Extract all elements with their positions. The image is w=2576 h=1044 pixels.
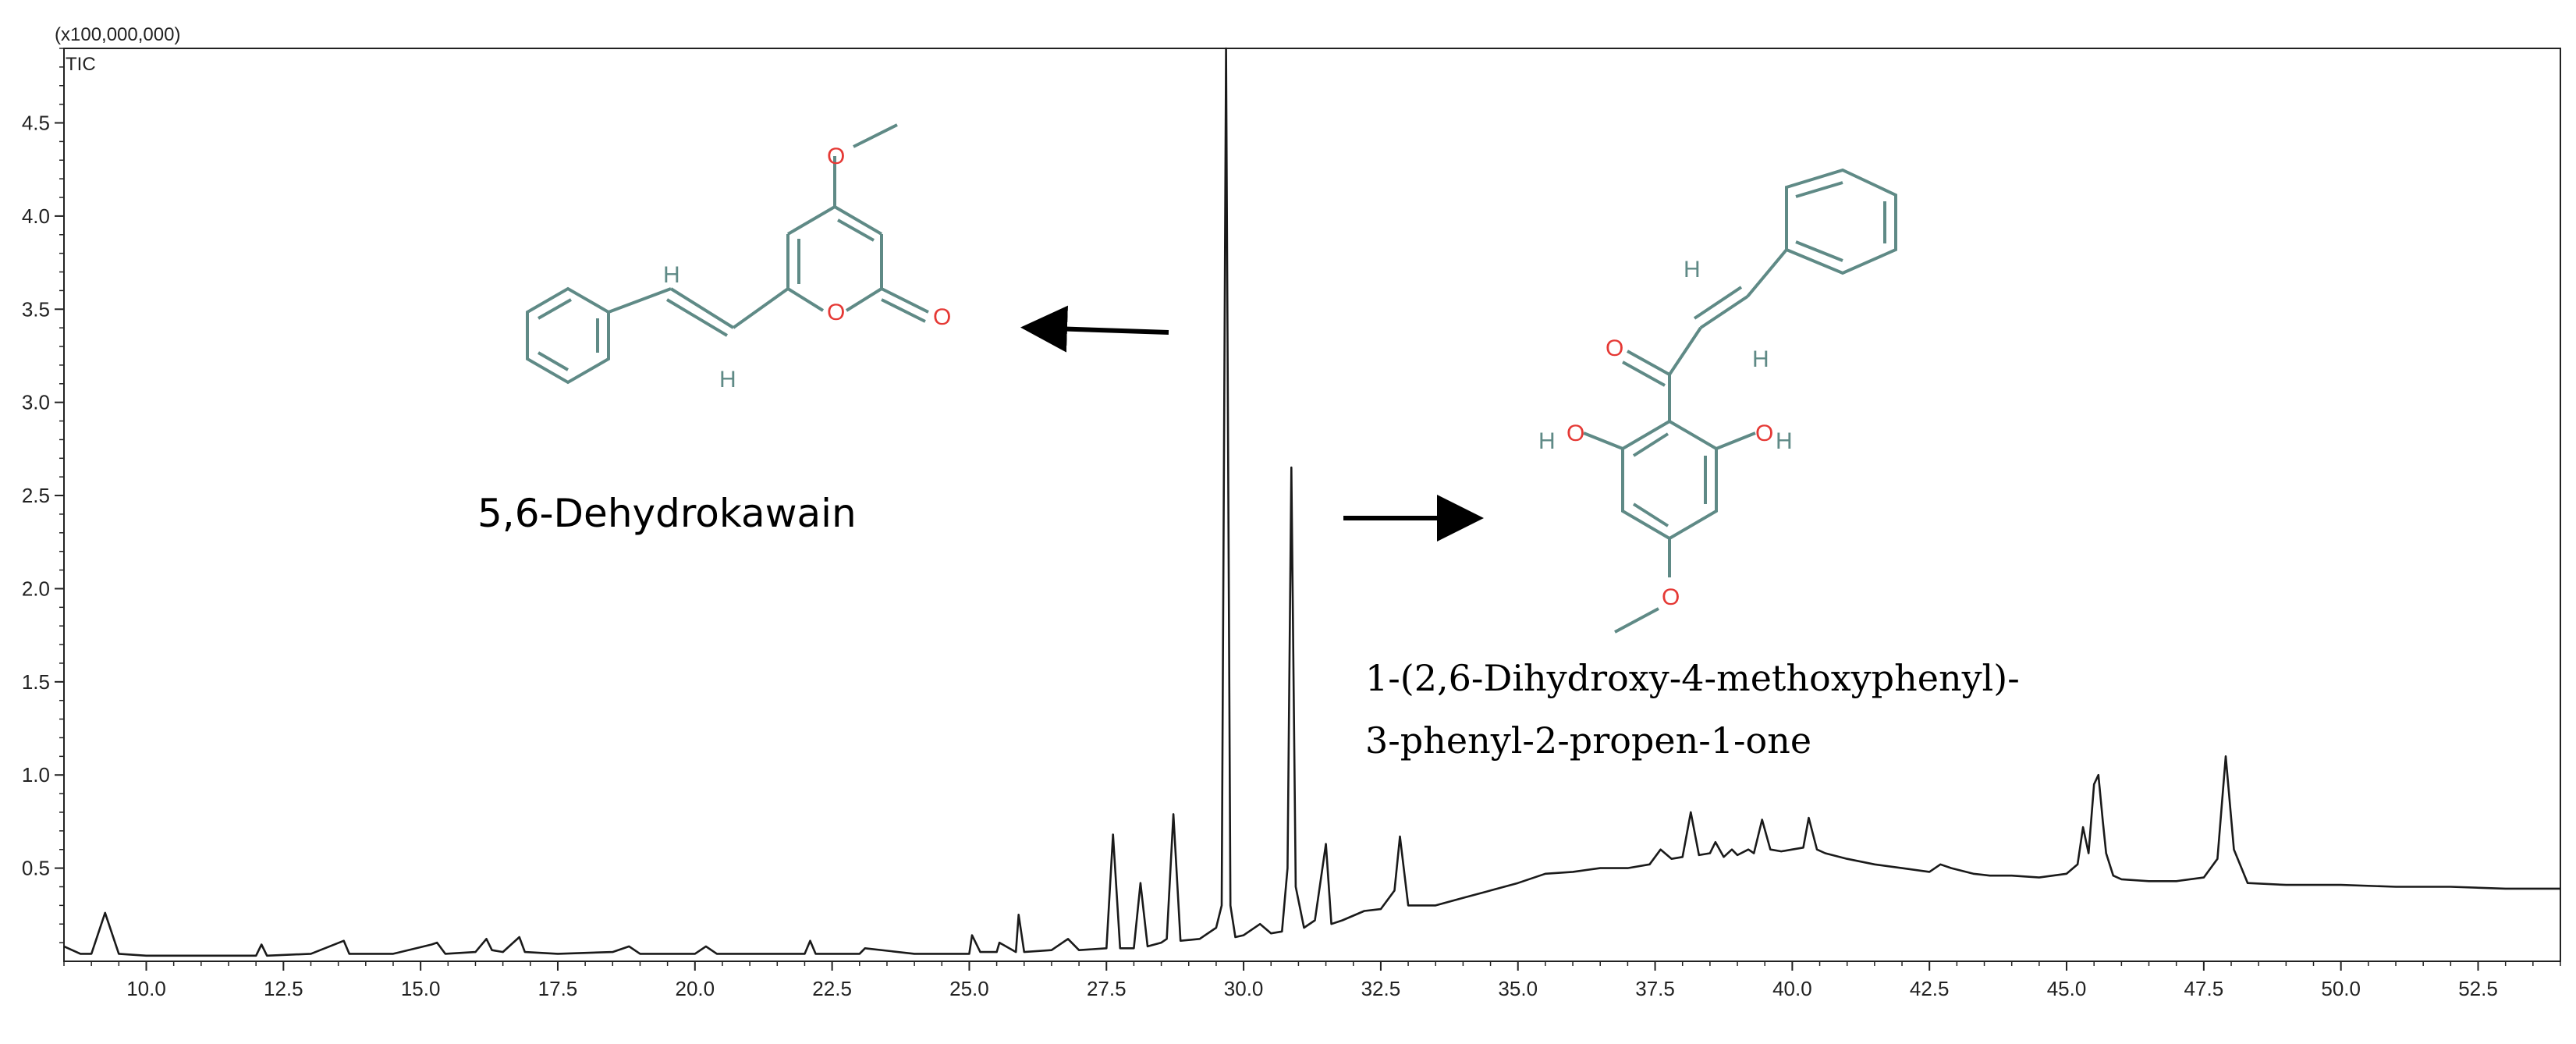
x-tick-label: 27.5 <box>1087 977 1127 1000</box>
top-benzene-ring <box>1785 168 1897 275</box>
x-tick-label: 10.0 <box>126 977 166 1000</box>
series-label: TIC <box>66 54 96 75</box>
arrow-left <box>1020 305 1169 353</box>
y-tick-label: 1.5 <box>22 670 50 694</box>
atom-h-hydroxy-right: H <box>1776 428 1793 454</box>
dehydrokawain-structure <box>526 123 929 385</box>
y-tick-label: 4.5 <box>22 112 50 135</box>
x-tick-label: 42.5 <box>1910 977 1950 1000</box>
x-tick-label: 22.5 <box>812 977 852 1000</box>
y-tick-label: 3.5 <box>22 297 50 321</box>
bottom-benzene-ring <box>1621 419 1718 541</box>
x-tick-label: 52.5 <box>2458 977 2498 1000</box>
y-scale-label: (x100,000,000) <box>55 24 180 45</box>
y-tick-label: 2.0 <box>22 577 50 600</box>
benzene-ring <box>526 286 610 385</box>
atom-o-carbonyl: O <box>933 304 951 330</box>
x-tick-label: 25.0 <box>949 977 989 1000</box>
atom-o-methoxy: O <box>827 144 845 169</box>
x-tick-label: 37.5 <box>1635 977 1675 1000</box>
atom-h-hydroxy-left: H <box>1538 428 1556 454</box>
x-tick-label: 15.0 <box>401 977 441 1000</box>
x-tick-label: 45.0 <box>2047 977 2087 1000</box>
x-axis: 10.0 12.5 15.0 17.5 20.0 22.5 25.0 27.5 30.0 32.5… <box>63 961 2561 1000</box>
x-tick-label: 35.0 <box>1498 977 1538 1000</box>
x-tick-label: 47.5 <box>2184 977 2224 1000</box>
x-tick-label: 50.0 <box>2321 977 2361 1000</box>
atom-h-alkene-upper: H <box>1684 257 1701 282</box>
x-tick-label: 20.0 <box>675 977 715 1000</box>
atom-o-hydroxy-left: O <box>1567 421 1584 446</box>
y-tick-label: 3.0 <box>22 391 50 414</box>
x-tick-label: 12.5 <box>264 977 303 1000</box>
x-tick-label: 40.0 <box>1772 977 1812 1000</box>
chalcone-structure <box>1583 168 1897 634</box>
atom-o-ring: O <box>827 300 845 325</box>
atom-h-lower: H <box>719 367 736 392</box>
x-tick-label: 17.5 <box>538 977 578 1000</box>
chalcone-atom-labels: H H O O H O H O <box>1538 257 1793 610</box>
atom-h-upper: H <box>663 262 680 288</box>
atom-h-alkene-lower: H <box>1752 346 1769 372</box>
tic-trace-line <box>63 47 2560 957</box>
x-tick-label: 30.0 <box>1224 977 1264 1000</box>
plot-frame <box>63 48 2561 962</box>
y-tick-label: 0.5 <box>22 857 50 880</box>
annotation-chalcone-line1: 1-(2,6-Dihydroxy-4-methoxyphenyl)- <box>1365 657 2020 699</box>
atom-o-methoxy: O <box>1662 584 1680 610</box>
atom-o-hydroxy-right: O <box>1755 421 1773 446</box>
annotation-dehydrokawain: 5,6-Dehydrokawain <box>477 491 857 536</box>
y-tick-label: 4.0 <box>22 204 50 228</box>
dehydrokawain-atom-labels: O H H O O <box>663 144 951 392</box>
y-axis: 0.5 1.0 1.5 2.0 2.5 3.0 3.5 4.0 4.5 <box>22 48 64 943</box>
y-tick-label: 2.5 <box>22 484 50 507</box>
y-tick-label: 1.0 <box>22 763 50 787</box>
atom-o-carbonyl: O <box>1606 336 1623 361</box>
x-tick-label: 32.5 <box>1361 977 1401 1000</box>
annotation-chalcone-line2: 3-phenyl-2-propen-1-one <box>1365 719 1811 762</box>
